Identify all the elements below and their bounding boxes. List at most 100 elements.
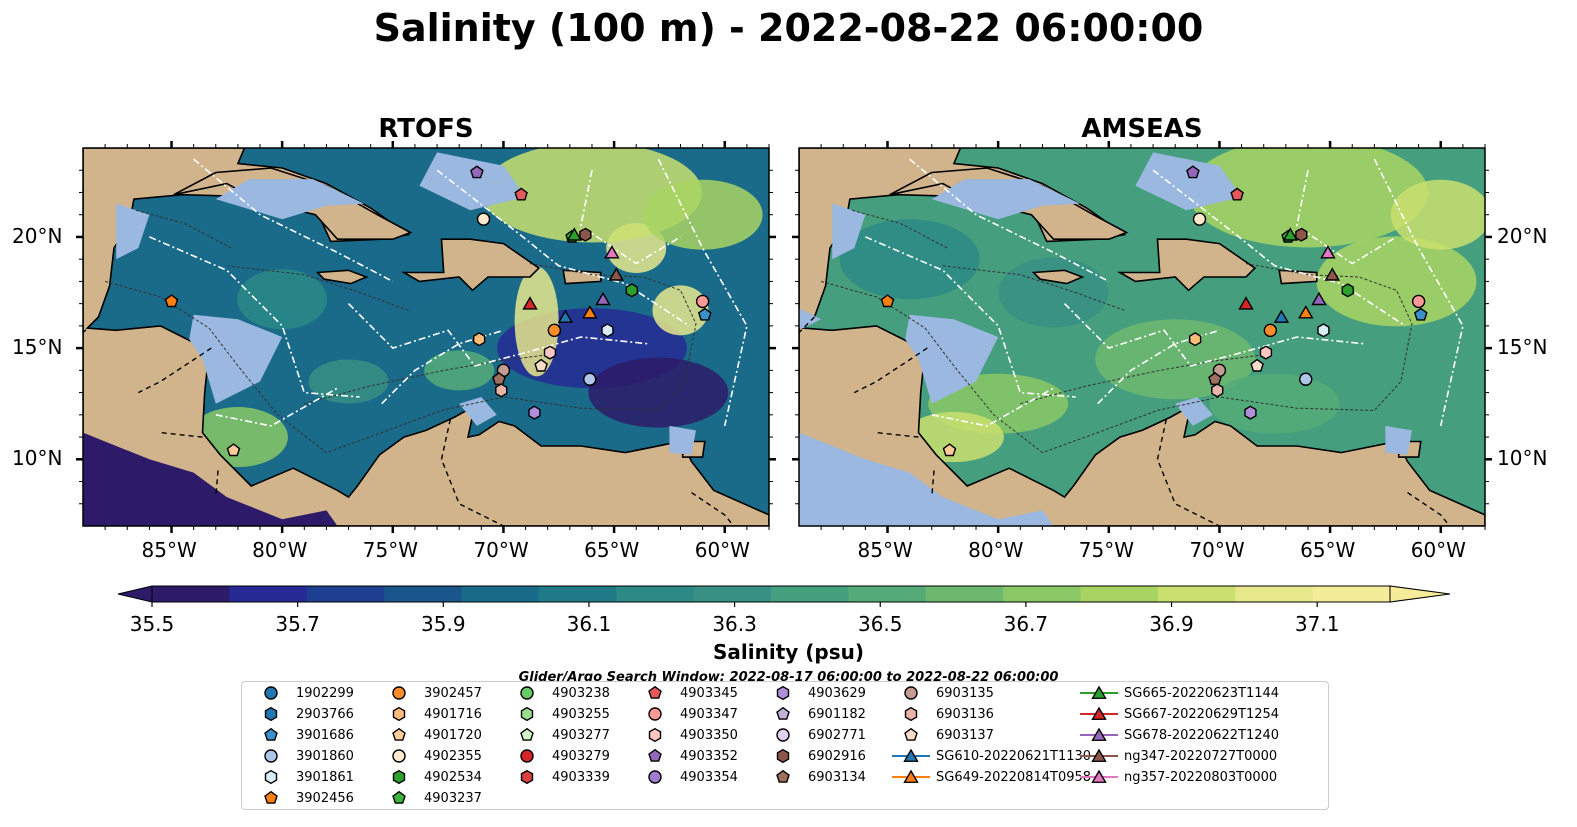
legend-label: 3902457 [424,685,482,701]
legend-label: 4903279 [552,748,610,764]
legend-label: 4903350 [680,727,738,743]
shallow-water [116,203,150,260]
colorbar-tick-label: 36.1 [566,612,612,636]
legend-marker [520,749,534,763]
legend-label: 4902534 [424,769,482,785]
legend-entry: SG665-20220623T1144 [1078,683,1279,703]
legend-marker-pentagon-icon [264,790,278,804]
legend-marker [648,748,662,762]
country-border [691,492,735,526]
colorbar-segment [771,586,849,602]
colorbar-segment [384,586,462,602]
land-hispaniola [400,238,541,292]
colorbar-segment [152,586,230,602]
platform-marker-3902456 [880,294,895,308]
colorbar-tick-label: 37.1 [1294,612,1340,636]
legend-label: 4903339 [552,769,610,785]
country-border [440,419,504,526]
legend-marker [904,706,918,722]
platform-marker-4903629 [1244,405,1257,420]
legend-label: SG678-20220622T1240 [1124,727,1280,743]
legend-marker [903,769,919,784]
legend-label: 4903345 [680,685,738,701]
amseas-map-panel [792,141,1492,533]
legend-label: 6902771 [808,727,866,743]
land-jamaica [315,269,369,285]
lon-tick-label: 70°W [1189,538,1245,562]
legend-label: 4903354 [680,769,738,785]
eez-boundary [436,169,690,327]
legend-marker [903,748,919,763]
legend-label: 4903255 [552,706,610,722]
legend-marker-hexagon-icon [648,727,662,743]
legend-marker-circle-icon [904,686,918,700]
platform-marker-4903347 [1411,294,1426,309]
legend-marker [1091,727,1107,742]
legend-entry: SG667-20220629T1254 [1078,704,1279,724]
platform-marker-SG610-20220621T1130 [1273,309,1290,323]
legend-entry: 4903354 [634,767,738,787]
legend-marker [648,685,662,699]
bathymetry-contour [304,354,548,405]
colorbar-segment [1080,586,1159,602]
legend-label: 6903134 [808,769,866,785]
platform-marker-4903350 [543,345,557,360]
legend-entry: 4903347 [634,704,738,724]
salinity-patch [1390,179,1485,250]
legend-marker-triangle-icon [1080,706,1118,721]
lon-tick-label: 85°W [857,538,913,562]
platform-marker-SG649-20220814T0958 [1298,305,1314,319]
legend-label: 6903137 [936,727,994,743]
colorbar-segment [925,586,1004,602]
legend-label: 1902299 [296,685,354,701]
platform-marker-6902916 [1295,227,1308,242]
legend-label: 3901686 [296,727,354,743]
platform-marker-6903136 [1211,383,1224,398]
legend-label: 2903766 [296,706,354,722]
platform-marker-6902916 [579,227,592,242]
platform-marker-SG610-20220621T1130 [557,309,574,323]
legend-entry: 6903134 [762,767,866,787]
legend-marker-hexagon-icon [392,706,406,722]
legend-entry: 4903350 [634,725,738,745]
platform-marker-6903134 [492,372,506,385]
legend-marker-triangle-icon [1080,685,1118,700]
legend-entry: 6903136 [890,704,994,724]
legend-entry: 4903352 [634,746,738,766]
salinity-patch [1316,236,1477,327]
country-border [853,347,928,394]
lat-tick-label-right: 20°N [1497,223,1548,248]
platform-marker-ng347-20220727T0000 [608,267,625,281]
lon-tick-label: 70°W [473,538,529,562]
colorbar-extend-high [1389,585,1451,603]
colorbar-tick-label: 35.9 [421,612,466,636]
colorbar-tick-label: 36.9 [1149,612,1194,636]
legend-marker-pentagon-icon [392,727,406,741]
legend-entry: ng347-20220727T0000 [1078,746,1277,766]
figure-title: Salinity (100 m) - 2022-08-22 06:00:00 [373,6,1204,50]
legend-marker-circle-icon [264,686,278,700]
legend-entry: 6903137 [890,725,994,745]
salinity-colorbar [117,585,1451,607]
eez-boundary [149,236,360,398]
legend-marker [904,727,918,741]
platform-marker-4902355 [1192,212,1207,226]
platform-marker-3902457 [1263,323,1278,338]
legend-marker [264,790,278,804]
legend-entry: 1902299 [250,683,354,703]
legend-marker-hexagon-icon [904,706,918,722]
legend-marker [776,748,790,764]
legend-marker [776,769,790,783]
salinity-patch [308,359,389,404]
legend-label: 4903352 [680,748,738,764]
lon-tick-label: 60°W [694,538,750,562]
country-border [1407,492,1451,526]
land-jamaica [1031,269,1085,285]
bathymetry-contour [135,209,232,249]
salinity-patch [642,179,763,250]
platform-marker-3901686 [697,307,712,321]
bathymetry-contour [104,263,697,454]
platform-marker-3901686 [1413,307,1428,321]
legend-entry: 4902355 [378,746,482,766]
